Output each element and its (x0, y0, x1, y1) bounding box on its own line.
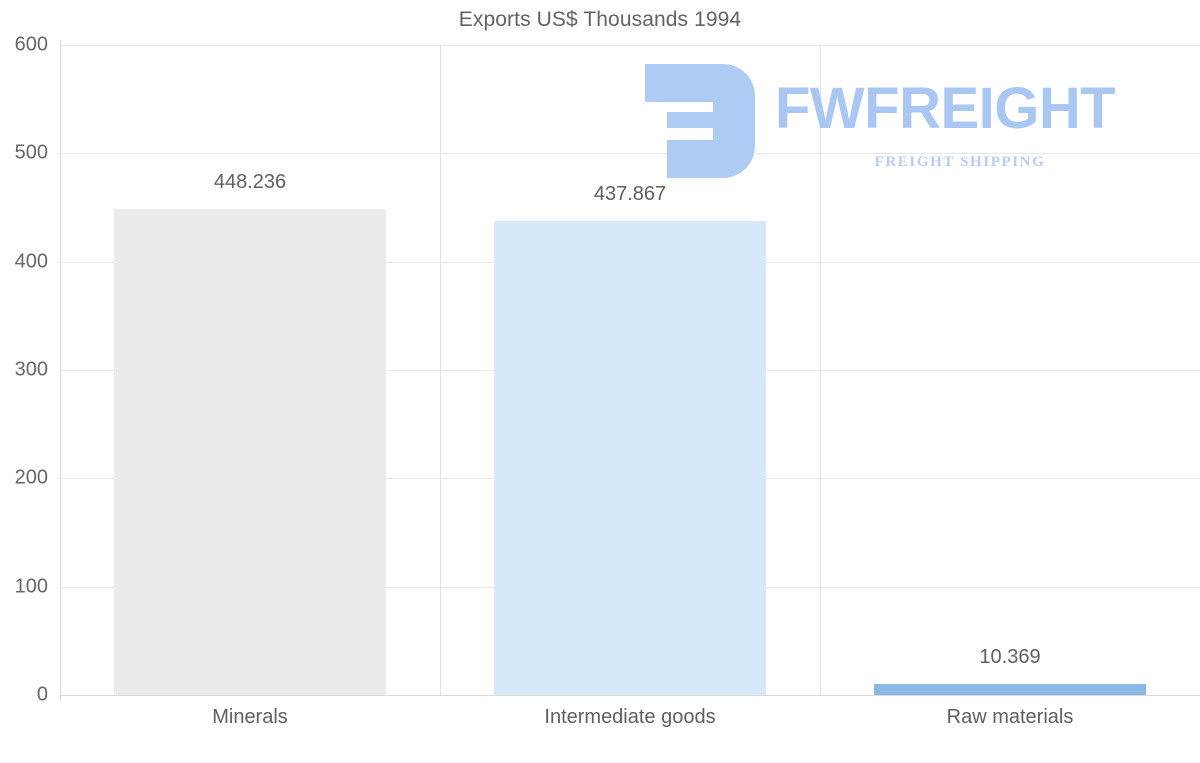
y-axis-tick-label: 200 (14, 466, 48, 489)
bar-value-label: 448.236 (213, 171, 287, 194)
x-axis-category-label: Raw materials (946, 706, 1074, 728)
bar-value-label: 10.369 (979, 645, 1041, 668)
y-axis-tick-label: 300 (14, 358, 48, 381)
x-axis-category-label: Minerals (212, 706, 288, 728)
plot-area: 448.236 437.867 10.369 (60, 45, 1200, 696)
gridline-horizontal (60, 153, 1200, 155)
bar[interactable] (114, 209, 386, 695)
y-axis-tick-label: 600 (14, 33, 48, 56)
bar-value-label: 437.867 (593, 182, 667, 205)
bar[interactable] (874, 683, 1146, 695)
gridline-horizontal (60, 45, 1200, 46)
gridline-vertical (820, 45, 821, 695)
y-axis-tick-label: 500 (14, 141, 48, 164)
gridline-vertical (440, 45, 441, 695)
x-axis-category-label: Intermediate goods (544, 706, 716, 728)
bar[interactable] (494, 220, 766, 695)
y-axis-tick-label: 0 (36, 683, 48, 706)
y-axis-tick-label: 400 (14, 250, 48, 273)
y-axis-tick-label: 100 (14, 575, 48, 598)
x-axis-baseline (60, 695, 1200, 696)
chart-title: Exports US$ Thousands 1994 (458, 8, 742, 31)
